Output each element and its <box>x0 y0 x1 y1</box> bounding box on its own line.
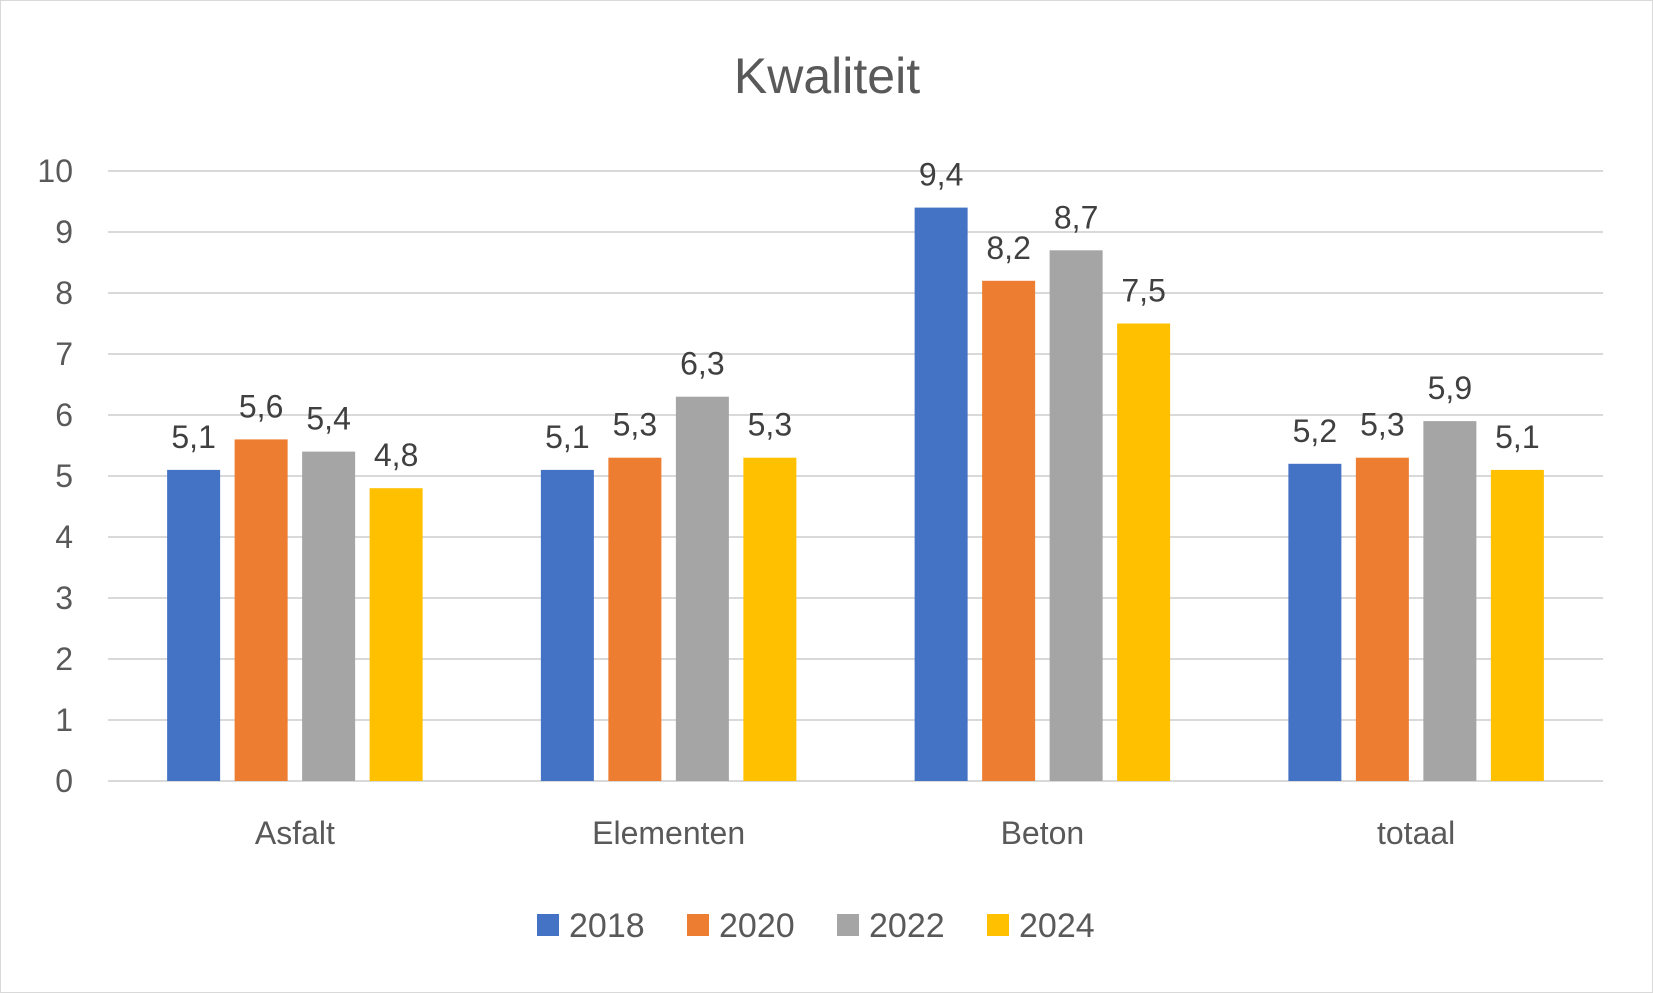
legend-label-2022: 2022 <box>869 907 945 945</box>
y-tick-label: 6 <box>55 397 73 433</box>
data-label: 5,1 <box>545 419 589 455</box>
legend-swatch-2020 <box>687 914 709 936</box>
legend-label-2020: 2020 <box>719 907 795 945</box>
y-tick-label: 2 <box>55 641 73 677</box>
data-label: 6,3 <box>680 346 724 382</box>
bar-2022-asfalt <box>302 451 356 781</box>
y-tick-label: 1 <box>55 702 73 738</box>
data-label: 8,7 <box>1054 199 1098 235</box>
x-category-label: totaal <box>1377 815 1455 851</box>
bar-2020-beton <box>982 280 1036 781</box>
data-label: 5,6 <box>239 388 283 424</box>
y-tick-label: 4 <box>55 519 73 555</box>
legend-swatch-2022 <box>837 914 859 936</box>
data-label: 5,1 <box>171 419 215 455</box>
y-tick-label: 9 <box>55 214 73 250</box>
bar-2024-asfalt <box>369 488 423 781</box>
y-tick-label: 0 <box>55 763 73 799</box>
data-label: 5,9 <box>1428 370 1472 406</box>
legend-swatch-2024 <box>987 914 1009 936</box>
bar-2024-totaal <box>1490 469 1544 781</box>
data-label: 5,1 <box>1495 419 1539 455</box>
legend-label-2018: 2018 <box>569 907 645 945</box>
y-tick-label: 10 <box>37 153 73 189</box>
data-label: 9,4 <box>919 157 963 193</box>
y-tick-label: 7 <box>55 336 73 372</box>
y-tick-label: 3 <box>55 580 73 616</box>
bar-2020-totaal <box>1355 457 1409 781</box>
data-label: 8,2 <box>986 230 1030 266</box>
bar-2018-asfalt <box>167 469 221 781</box>
data-label: 7,5 <box>1121 273 1165 309</box>
y-tick-label: 5 <box>55 458 73 494</box>
bar-2022-beton <box>1049 250 1103 782</box>
bar-2018-elementen <box>540 469 594 781</box>
data-label: 5,4 <box>306 401 350 437</box>
bar-2020-elementen <box>608 457 662 781</box>
legend-label-2024: 2024 <box>1019 907 1095 945</box>
bar-2018-totaal <box>1288 463 1342 781</box>
data-label: 5,2 <box>1293 413 1337 449</box>
chart-title: Kwaliteit <box>734 48 920 104</box>
x-category-label: Elementen <box>592 815 745 851</box>
x-category-label: Beton <box>1001 815 1085 851</box>
bar-2024-elementen <box>743 457 797 781</box>
y-tick-label: 8 <box>55 275 73 311</box>
bar-2022-totaal <box>1423 421 1477 781</box>
bar-2024-beton <box>1117 323 1171 781</box>
data-label: 4,8 <box>374 437 418 473</box>
legend-swatch-2018 <box>537 914 559 936</box>
data-label: 5,3 <box>748 407 792 443</box>
data-label: 5,3 <box>1360 407 1404 443</box>
data-label: 5,3 <box>613 407 657 443</box>
bar-2018-beton <box>914 207 968 782</box>
x-category-label: Asfalt <box>255 815 335 851</box>
bar-2022-elementen <box>675 396 729 781</box>
bar-2020-asfalt <box>234 439 288 781</box>
